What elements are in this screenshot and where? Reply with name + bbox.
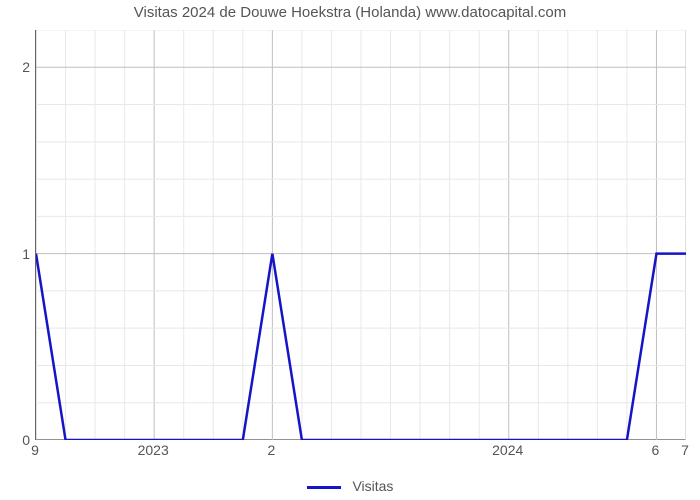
plot-area [35, 30, 685, 440]
visits-chart: Visitas 2024 de Douwe Hoekstra (Holanda)… [0, 0, 700, 500]
plot-svg [36, 30, 686, 440]
x-tick-label: 9 [31, 442, 39, 458]
legend: Visitas [0, 478, 700, 494]
chart-title: Visitas 2024 de Douwe Hoekstra (Holanda)… [0, 4, 700, 21]
x-tick-label: 2024 [492, 442, 523, 458]
y-tick-label: 1 [5, 246, 30, 262]
y-tick-label: 2 [5, 59, 30, 75]
x-tick-label: 7 [681, 442, 689, 458]
y-tick-label: 0 [5, 432, 30, 448]
x-tick-label: 6 [652, 442, 660, 458]
legend-swatch [307, 486, 341, 489]
x-tick-label: 2023 [138, 442, 169, 458]
x-tick-label: 2 [267, 442, 275, 458]
legend-label: Visitas [352, 478, 393, 494]
grid [36, 30, 686, 440]
